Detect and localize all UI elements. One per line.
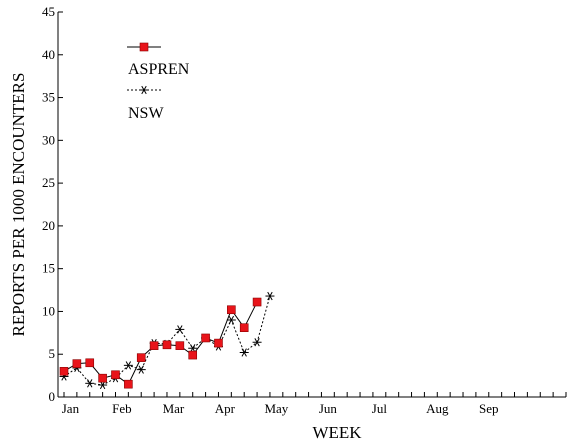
data-point-aspren [85, 358, 95, 368]
data-point-aspren [72, 359, 82, 368]
y-tick-label: 15 [42, 261, 55, 276]
y-tick-label: 25 [42, 175, 55, 190]
y-tick-label: 0 [49, 389, 56, 404]
star-stroke [241, 348, 247, 357]
data-point-aspren [188, 350, 198, 360]
x-axis-title: WEEK [312, 423, 362, 441]
legend-label-aspren: ASPREN [128, 61, 190, 78]
y-tick-label: 30 [42, 132, 55, 147]
data-point-aspren [214, 338, 223, 348]
legend-marker-nsw [139, 85, 149, 95]
data-point-aspren [175, 341, 185, 350]
x-month-label: Feb [112, 401, 132, 416]
star-stroke [177, 325, 183, 334]
star-stroke [267, 291, 273, 301]
x-month-label: May [264, 401, 288, 416]
x-month-label: Jul [372, 401, 388, 416]
legend-marker-aspren [139, 42, 149, 52]
data-point-nsw [239, 348, 249, 357]
data-point-aspren [201, 333, 210, 343]
series-line-aspren [63, 301, 258, 385]
star-stroke [141, 85, 147, 95]
data-point-aspren [149, 341, 159, 350]
data-point-nsw [226, 315, 236, 325]
star-stroke [254, 338, 260, 347]
data-point-nsw [136, 365, 146, 374]
y-tick-label: 5 [49, 346, 56, 361]
star-stroke [87, 379, 93, 388]
star-stroke [125, 361, 132, 370]
x-month-label: Sep [479, 401, 499, 416]
y-tick-label: 10 [42, 303, 55, 318]
data-point-nsw [123, 361, 133, 370]
y-axis-title: REPORTS PER 1000 ENCOUNTERS [9, 73, 28, 337]
y-tick-label: 20 [42, 218, 55, 233]
star-stroke [138, 365, 144, 374]
series-line-nsw [63, 295, 271, 386]
data-point-aspren [59, 367, 69, 376]
data-point-aspren [239, 323, 249, 333]
x-month-label: Apr [215, 401, 236, 416]
data-point-nsw [85, 379, 95, 388]
data-point-aspren [252, 297, 262, 307]
data-point-nsw [252, 338, 262, 347]
data-point-aspren [162, 340, 172, 350]
plot-area: 0 5 10 15 20 25 30 35 40 45 Jan Feb Mar Apr May Jun Jul A… [42, 4, 567, 416]
data-point-nsw [265, 291, 275, 301]
star-stroke [228, 315, 235, 325]
y-tick-label: 35 [42, 90, 55, 105]
x-month-label: Mar [163, 401, 185, 416]
x-month-label: Jun [319, 401, 338, 416]
x-month-label: Jan [62, 401, 80, 416]
data-point-aspren [136, 353, 146, 362]
legend: ASPREN NSW [127, 42, 190, 122]
y-tick-label: 40 [42, 47, 55, 62]
data-point-aspren [98, 373, 107, 383]
legend-label-nsw: NSW [128, 105, 164, 122]
x-month-label: Aug [426, 401, 449, 416]
data-point-aspren [111, 370, 120, 380]
y-tick-label: 45 [42, 4, 55, 19]
data-point-aspren [227, 305, 236, 315]
data-point-nsw [175, 325, 185, 334]
data-point-aspren [124, 379, 133, 389]
